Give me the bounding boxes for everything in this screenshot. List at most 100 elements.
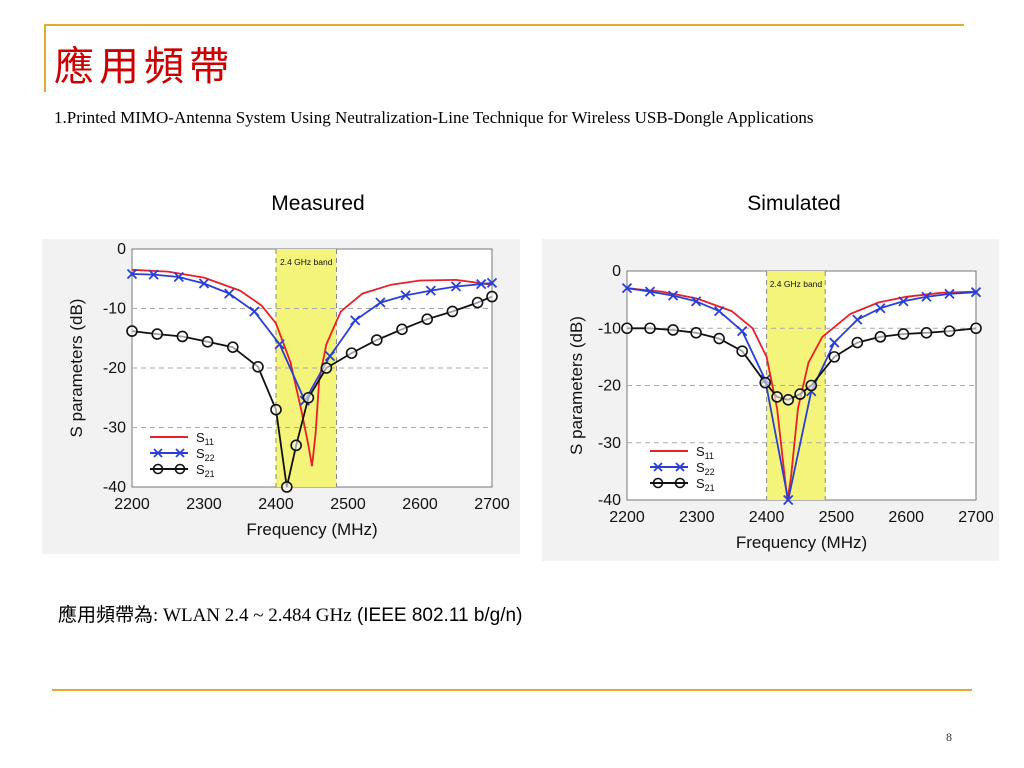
slide-title: 應用頻帶 <box>54 44 234 90</box>
data-point-s21 <box>759 376 772 389</box>
data-point-s21 <box>771 391 783 403</box>
data-point-s22 <box>224 288 235 299</box>
series-line-s11 <box>626 287 977 501</box>
y-tick-label: -10 <box>103 301 126 318</box>
data-point-s22 <box>476 278 487 290</box>
series-line-s22 <box>131 273 493 403</box>
y-tick-label: -10 <box>598 320 621 337</box>
data-point-s21 <box>621 322 633 335</box>
legend-marker-s21 <box>652 477 664 489</box>
band-label: 2.4 GHz band <box>770 279 823 289</box>
x-axis-label: Frequency (MHz) <box>736 533 867 552</box>
data-point-s22 <box>852 314 863 325</box>
data-point-s21 <box>794 388 806 400</box>
legend-marker-s22 <box>175 448 185 458</box>
data-point-s22 <box>783 494 794 506</box>
data-point-s21 <box>667 324 679 336</box>
chart-label-simulated: Simulated <box>747 192 841 215</box>
data-point-s21 <box>446 305 459 318</box>
data-point-s21 <box>270 403 282 416</box>
x-tick-label: 2200 <box>114 496 150 513</box>
data-point-s22 <box>644 286 656 297</box>
frequency-band-note: 應用頻帶為: WLAN 2.4 ~ 2.484 GHz (IEEE 802.11… <box>58 600 522 627</box>
data-point-s22 <box>324 350 336 362</box>
data-point-s22 <box>944 288 955 300</box>
x-tick-label: 2600 <box>888 509 924 526</box>
frequency-band-text: 應用頻帶為: WLAN 2.4 ~ 2.484 GHz <box>58 605 352 626</box>
data-point-s22 <box>148 269 159 280</box>
data-point-s21 <box>920 327 933 339</box>
data-point-s21 <box>126 325 138 337</box>
y-tick-label: 0 <box>117 241 126 258</box>
y-tick-label: -40 <box>598 492 621 509</box>
data-point-s22 <box>737 325 748 337</box>
data-point-s21 <box>897 328 910 340</box>
data-point-s22 <box>173 271 184 283</box>
y-tick-label: -40 <box>103 479 126 496</box>
legend-marker-s21 <box>152 463 164 475</box>
measured-chart-panel: 2.4 GHz band 0 -10 -20 -30 -40 2200 2300 2400 250… <box>42 239 520 554</box>
series-line-s22 <box>626 287 977 501</box>
data-point-s22 <box>486 277 498 289</box>
data-point-s22 <box>970 287 982 298</box>
data-point-s22 <box>375 297 386 308</box>
x-tick-label: 2500 <box>330 496 366 513</box>
data-point-s21 <box>302 391 315 404</box>
top-rule <box>44 24 964 26</box>
data-point-s21 <box>227 341 239 353</box>
data-point-s21 <box>151 328 163 340</box>
y-tick-label: 0 <box>612 263 621 280</box>
data-point-s21 <box>290 439 302 452</box>
x-axis-label: Frequency (MHz) <box>246 520 377 539</box>
series-line-s11 <box>131 268 493 467</box>
data-point-s22 <box>921 291 932 302</box>
data-point-s21 <box>874 331 887 343</box>
data-point-s21 <box>345 347 358 359</box>
data-point-s21 <box>713 332 725 345</box>
y-tick-label: -30 <box>103 420 126 437</box>
data-point-s22 <box>126 268 138 280</box>
data-point-s22 <box>425 285 436 296</box>
data-point-s21 <box>644 322 656 335</box>
legend-marker-s22 <box>675 462 685 472</box>
data-point-s21 <box>252 361 264 373</box>
data-point-s21 <box>486 290 498 303</box>
data-point-s21 <box>943 325 956 337</box>
legend-marker-s21 <box>174 463 186 475</box>
data-point-s22 <box>274 339 285 350</box>
left-accent-rule <box>44 24 46 92</box>
legend-marker-s22 <box>153 448 163 458</box>
data-point-s21 <box>320 362 333 374</box>
data-point-s22 <box>450 281 462 292</box>
x-tick-label: 2200 <box>609 509 645 526</box>
simulated-chart-panel: 2.4 GHz band 0 -10 -20 -30 -40 2200 2300 2400 250… <box>542 239 999 561</box>
data-point-s22 <box>690 296 702 307</box>
data-point-s21 <box>176 330 189 343</box>
y-tick-label: -20 <box>598 378 621 395</box>
x-tick-label: 2700 <box>958 509 994 526</box>
page-number: 8 <box>946 730 952 744</box>
data-point-s21 <box>421 313 434 326</box>
x-tick-label: 2300 <box>679 509 715 526</box>
data-point-s21 <box>970 322 982 335</box>
chart-label-measured: Measured <box>271 192 365 215</box>
paper-title: 1.Printed MIMO-Antenna System Using Neut… <box>54 108 814 127</box>
data-point-s22 <box>875 303 886 314</box>
data-point-s21 <box>396 323 408 336</box>
y-axis-label: S parameters (dB) <box>567 316 586 455</box>
data-point-s22 <box>898 296 909 307</box>
data-point-s22 <box>829 337 840 348</box>
x-tick-label: 2400 <box>258 496 294 513</box>
x-tick-label: 2700 <box>474 496 510 513</box>
data-point-s21 <box>851 336 864 349</box>
data-point-s21 <box>281 481 293 493</box>
data-point-s22 <box>621 283 633 294</box>
y-tick-label: -20 <box>103 360 126 377</box>
data-point-s22 <box>400 290 411 301</box>
x-tick-label: 2500 <box>819 509 855 526</box>
data-point-s21 <box>471 296 484 309</box>
band-label: 2.4 GHz band <box>280 257 333 267</box>
data-point-s21 <box>805 379 818 392</box>
x-tick-label: 2400 <box>749 509 785 526</box>
